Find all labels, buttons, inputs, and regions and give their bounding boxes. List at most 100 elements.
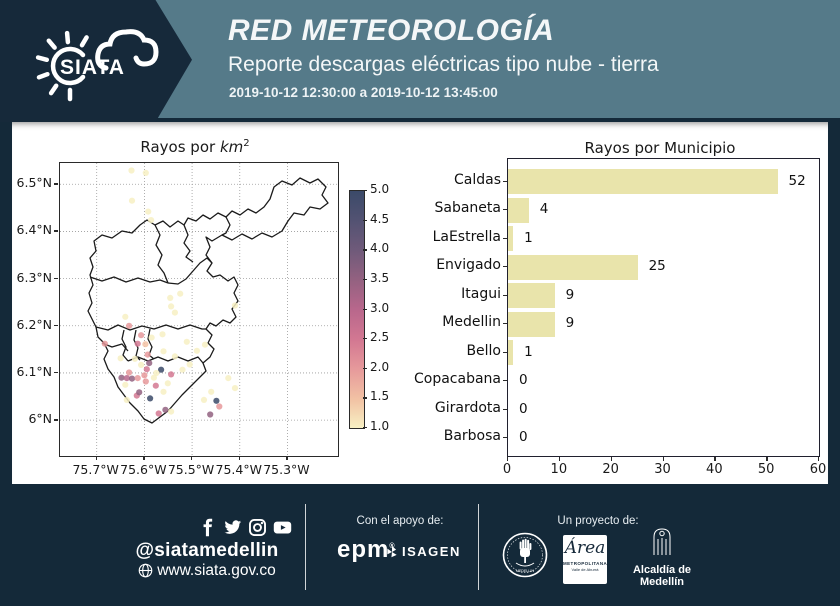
lightning-point [171, 309, 178, 316]
lightning-point [231, 385, 239, 392]
lightning-point [168, 408, 175, 415]
lightning-point [117, 355, 124, 362]
colorbar-tick-label: 2.5 [370, 330, 390, 345]
facebook-icon[interactable] [198, 518, 217, 537]
alcaldia-medellin-logo: Alcaldía de Medellín [610, 526, 714, 588]
lightning-point [186, 361, 193, 368]
bar-envigado [508, 254, 638, 280]
lightning-point [216, 403, 223, 410]
bar-y-tick-mark [503, 209, 507, 211]
x-tick-label: 75.6°W [120, 462, 167, 477]
colorbar-tick-label: 3.5 [370, 270, 390, 285]
x-tick-label: 75.5°W [167, 462, 215, 477]
municipality-boundary [127, 356, 204, 364]
colorbar-tick-mark [363, 249, 367, 251]
isagen-logo: ISAGEN [385, 544, 461, 559]
bar-value-label: 1 [524, 229, 533, 246]
bar-y-tick-mark [503, 380, 507, 382]
colorbar-tick-label: 3.0 [370, 300, 390, 315]
x-tick-mark [95, 456, 98, 460]
bar-value-label: 1 [524, 343, 533, 360]
medellin-seal: MEDELLIN [502, 532, 548, 583]
area-metropolitana-logo: Área METROPOLITANA Valle de Aburrá [563, 535, 607, 584]
lightning-point [123, 396, 130, 403]
youtube-icon[interactable] [273, 518, 292, 537]
y-tick-label: 6.5°N [16, 175, 52, 191]
bar-value-label: 0 [519, 372, 528, 388]
lightning-point [164, 380, 171, 387]
seal-label: MEDELLIN [516, 569, 534, 573]
lightning-point [162, 406, 169, 413]
y-tick-mark [54, 183, 58, 185]
lightning-point [138, 361, 145, 368]
isagen-pinwheel-icon [387, 545, 397, 557]
bar-laestrella [508, 226, 514, 251]
colorbar-tick-label: 2.0 [370, 359, 390, 374]
bar-x-tick-label: 10 [550, 462, 568, 477]
lightning-point [155, 410, 162, 417]
bar-value-label: 52 [788, 172, 806, 189]
x-tick-mark [286, 456, 288, 460]
bar-category-label: Medellin [442, 314, 501, 330]
lightning-point [193, 347, 200, 354]
project-label: Un proyecto de: [557, 515, 639, 527]
bar-y-tick-mark [503, 294, 507, 296]
bar-itagui [508, 283, 555, 308]
bar-x-tick-mark [714, 456, 716, 461]
bar-x-tick-mark [610, 456, 613, 461]
hand-icon [519, 538, 532, 563]
y-tick-label: 6.1°N [16, 363, 52, 379]
colorbar-tick-label: 5.0 [370, 182, 390, 196]
support-label: Con el apoyo de: [356, 515, 444, 527]
lightning-point [142, 169, 149, 176]
lightning-point [146, 360, 153, 367]
bar-x-tick-label: 40 [706, 462, 723, 477]
bar-category-label: Envigado [436, 257, 501, 273]
colorbar-tick-mark [363, 219, 367, 221]
lightning-point [168, 303, 175, 310]
lightning-point [168, 371, 175, 378]
bar-category-label: Bello [466, 342, 501, 359]
bar-value-label: 9 [565, 315, 575, 331]
bar-sabaneta [508, 197, 529, 223]
siata-logo-text: SIATA [60, 56, 125, 79]
x-tick-label: 75.3°W [263, 462, 310, 477]
epm-logo: epm® [337, 536, 395, 563]
lightning-point [160, 348, 167, 355]
siata-logo: SIATA [18, 6, 178, 119]
website-link[interactable]: www.siata.gov.co [107, 562, 307, 580]
lightning-point [128, 375, 136, 382]
lightning-point [208, 388, 215, 395]
lightning-point [160, 388, 167, 395]
lightning-point [134, 375, 141, 382]
twitter-icon[interactable] [223, 518, 242, 537]
lightning-point [150, 374, 157, 381]
lightning-point [147, 395, 154, 402]
lightning-point [128, 167, 135, 174]
lightning-point [183, 338, 190, 345]
instagram-icon[interactable] [248, 518, 267, 537]
bar-x-tick-label: 60 [809, 462, 827, 477]
colorbar-tick-label: 1.0 [370, 419, 390, 433]
bar-x-tick-label: 20 [602, 462, 619, 477]
footer-band: @siatamedellin www.siata.gov.co Con el a… [0, 484, 840, 606]
footer-divider [478, 504, 479, 590]
x-tick-label: 75.7°W [72, 462, 119, 477]
lightning-point [144, 351, 151, 358]
social-handle[interactable]: @siatamedellin [135, 540, 279, 561]
lightning-point [179, 366, 186, 373]
bar-y-tick-mark [503, 437, 507, 439]
lightning-point [167, 294, 174, 301]
bar-x-tick-mark [558, 456, 561, 461]
y-tick-label: 6.3°N [16, 269, 52, 285]
municipality-boundary [89, 276, 169, 284]
lightning-point [138, 332, 145, 339]
lightning-point [200, 396, 208, 403]
x-tick-mark [143, 456, 145, 460]
colorbar-tick-mark [363, 367, 367, 370]
bar-value-label: 9 [565, 286, 575, 303]
colorbar-tick-mark [363, 427, 367, 429]
bar-y-tick-mark [503, 237, 507, 239]
y-tick-label: 6.2°N [16, 316, 52, 332]
lightning-point [231, 302, 239, 309]
